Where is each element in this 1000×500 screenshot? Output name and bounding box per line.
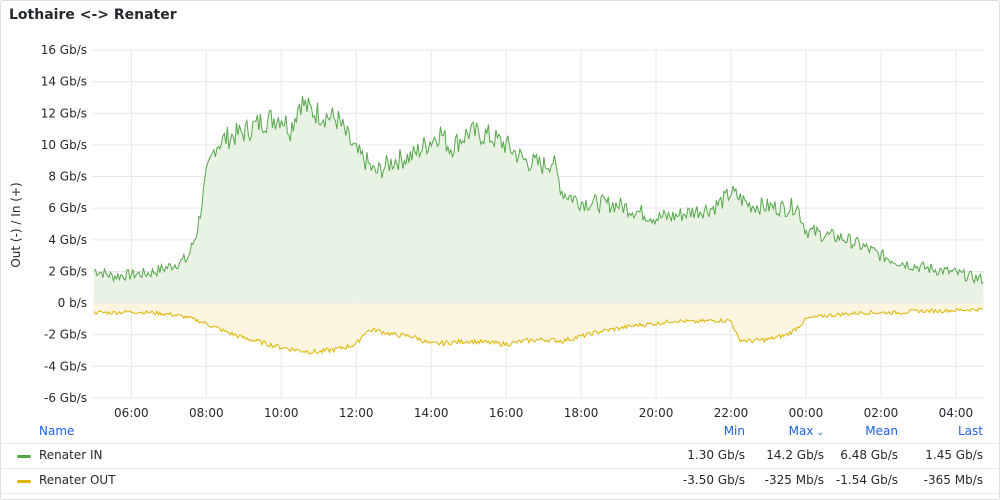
traffic-chart: 16 Gb/s 14 Gb/s 12 Gb/s 10 Gb/s 8 Gb/s 6 Gb/s…	[9, 43, 984, 419]
x-tick-label: 00:00	[789, 406, 824, 419]
y-tick-label: 6 Gb/s	[48, 201, 87, 215]
x-tick-label: 04:00	[939, 406, 974, 419]
legend-table: Name Min Max ⌄ Mean Last Renater IN 1.30 …	[1, 419, 999, 494]
x-tick-label: 14:00	[414, 406, 449, 419]
y-tick-label: -6 Gb/s	[44, 391, 87, 405]
y-axis-label: Out (-) / In (+)	[9, 182, 23, 267]
x-tick-label: 02:00	[864, 406, 899, 419]
series-line-renater-in	[93, 96, 984, 285]
legend-header-name[interactable]: Name	[39, 424, 75, 438]
legend-header-mean[interactable]: Mean	[865, 424, 898, 438]
y-tick-label: 16 Gb/s	[41, 43, 87, 57]
legend-header-max[interactable]: Max ⌄	[789, 424, 824, 438]
x-tick-label: 20:00	[639, 406, 674, 419]
y-tick-label: 2 Gb/s	[48, 264, 87, 278]
x-tick-label: 08:00	[189, 406, 224, 419]
x-tick-label: 22:00	[714, 406, 749, 419]
legend-min-value: 1.30 Gb/s	[687, 448, 745, 462]
y-tick-label: 10 Gb/s	[41, 138, 87, 152]
panel-title[interactable]: Lothaire <-> Renater	[9, 7, 177, 23]
legend-series-name[interactable]: Renater IN	[39, 448, 103, 462]
legend-series-name[interactable]: Renater OUT	[39, 473, 116, 487]
legend-max-value: 14.2 Gb/s	[766, 448, 824, 462]
x-axis: 06:00 08:00 10:00 12:00 14:00 16:00 18:00 20:00…	[114, 406, 973, 419]
y-tick-label: 4 Gb/s	[48, 233, 87, 247]
legend-header-row: Name Min Max ⌄ Mean Last	[1, 419, 999, 444]
series-line-renater-out	[93, 307, 984, 355]
legend-max-value: -325 Mb/s	[764, 473, 824, 487]
legend-row-renater-out[interactable]: Renater OUT -3.50 Gb/s -325 Mb/s -1.54 G…	[1, 469, 999, 494]
legend-last-value: 1.45 Gb/s	[925, 448, 983, 462]
sort-chevron-down-icon: ⌄	[816, 428, 824, 438]
legend-mean-value: 6.48 Gb/s	[840, 448, 898, 462]
x-tick-label: 12:00	[339, 406, 374, 419]
x-tick-label: 18:00	[564, 406, 599, 419]
y-tick-label: -4 Gb/s	[44, 359, 87, 373]
legend-last-value: -365 Mb/s	[923, 473, 983, 487]
y-tick-label: -2 Gb/s	[44, 328, 87, 342]
legend-min-value: -3.50 Gb/s	[682, 473, 745, 487]
x-tick-label: 10:00	[264, 406, 299, 419]
x-tick-label: 16:00	[489, 406, 524, 419]
x-tick-label: 06:00	[114, 406, 149, 419]
series-areas	[93, 96, 984, 354]
series-lines	[93, 96, 984, 355]
y-tick-label: 14 Gb/s	[41, 75, 87, 89]
legend-header-max-label: Max	[788, 424, 814, 438]
series-area-renater-in	[93, 96, 984, 304]
legend-row-renater-in[interactable]: Renater IN 1.30 Gb/s 14.2 Gb/s 6.48 Gb/s…	[1, 444, 999, 469]
legend-swatch-out	[17, 480, 31, 483]
series-area-renater-out	[93, 303, 984, 354]
y-tick-label: 0 b/s	[58, 296, 87, 310]
y-tick-label: 12 Gb/s	[41, 106, 87, 120]
legend-header-last[interactable]: Last	[958, 424, 983, 438]
legend-swatch-in	[17, 455, 31, 458]
y-axis: 16 Gb/s 14 Gb/s 12 Gb/s 10 Gb/s 8 Gb/s 6 Gb/s…	[41, 43, 87, 405]
legend-header-min[interactable]: Min	[723, 424, 745, 438]
y-tick-label: 8 Gb/s	[48, 170, 87, 184]
legend-mean-value: -1.54 Gb/s	[835, 473, 898, 487]
